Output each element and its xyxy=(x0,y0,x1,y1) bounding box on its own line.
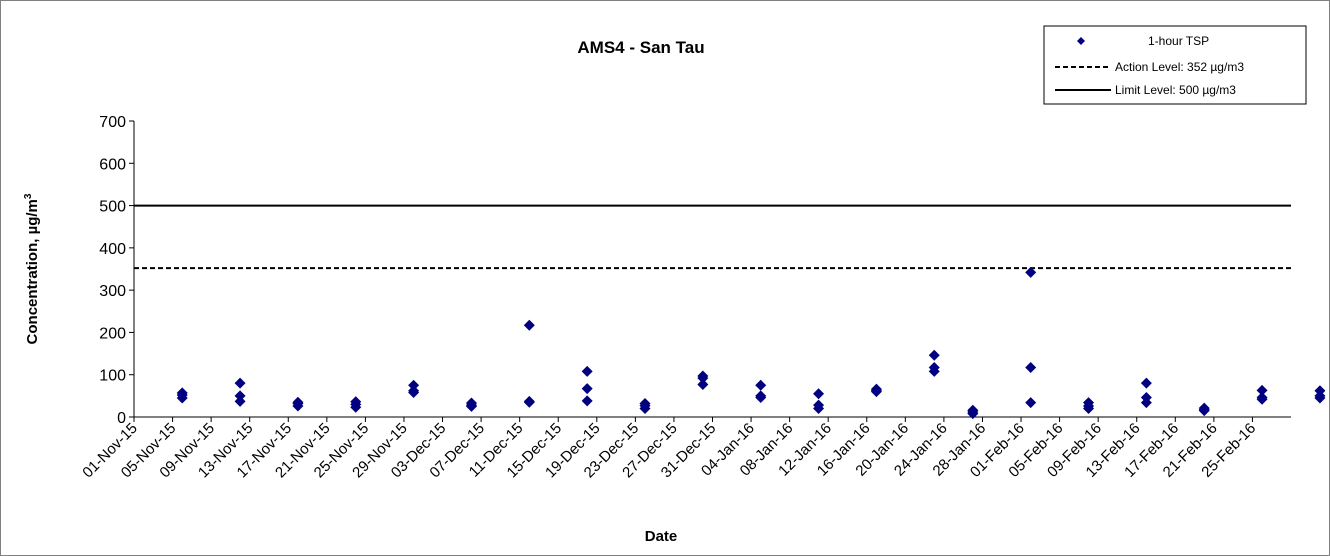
x-axis-title: Date xyxy=(645,528,678,545)
data-point-diamond xyxy=(697,378,709,390)
y-tick-label: 0 xyxy=(117,410,126,427)
data-point-diamond xyxy=(1025,266,1037,278)
data-point-diamond xyxy=(813,388,825,400)
data-point-diamond xyxy=(1025,397,1037,409)
data-point-diamond xyxy=(1083,403,1095,415)
data-point-diamond xyxy=(755,392,767,404)
legend-label-action: Action Level: 352 µg/m3 xyxy=(1115,60,1244,74)
data-point-diamond xyxy=(1314,392,1326,404)
data-point-diamond xyxy=(813,403,825,415)
y-tick-label: 300 xyxy=(99,283,126,300)
y-tick-label: 600 xyxy=(99,156,126,173)
data-point-diamond xyxy=(234,377,246,389)
y-axis-title-superscript: 3 xyxy=(23,193,34,199)
data-point-diamond xyxy=(465,400,477,412)
plot-area: 010020030040050060070001-Nov-1505-Nov-15… xyxy=(79,114,1326,481)
data-point-diamond xyxy=(234,395,246,407)
y-tick-label: 200 xyxy=(99,325,126,342)
legend-marker-diamond xyxy=(1077,37,1085,45)
data-point-diamond xyxy=(928,365,940,377)
data-point-diamond xyxy=(870,386,882,398)
chart-title: AMS4 - San Tau xyxy=(577,38,704,57)
data-point-diamond xyxy=(581,365,593,377)
data-point-diamond xyxy=(928,349,940,361)
data-point-diamond xyxy=(408,386,420,398)
data-point-diamond xyxy=(1256,384,1268,396)
y-tick-label: 100 xyxy=(99,368,126,385)
data-point-diamond xyxy=(697,372,709,384)
data-point-diamond xyxy=(176,392,188,404)
y-tick-label: 700 xyxy=(99,114,126,131)
data-point-diamond xyxy=(1140,377,1152,389)
data-point-diamond xyxy=(292,400,304,412)
data-point-diamond xyxy=(350,401,362,413)
data-point-diamond xyxy=(639,403,651,415)
data-point-diamond xyxy=(1140,397,1152,409)
y-axis-title: Concentration, µg/m3 xyxy=(23,193,41,344)
y-tick-label: 500 xyxy=(99,199,126,216)
legend-label-limit: Limit Level: 500 µg/m3 xyxy=(1115,83,1236,97)
data-point-diamond xyxy=(967,408,979,420)
data-point-diamond xyxy=(581,383,593,395)
y-axis-title-text: Concentration, µg/m xyxy=(24,199,41,344)
data-point-diamond xyxy=(523,319,535,331)
data-point-diamond xyxy=(581,395,593,407)
data-point-diamond xyxy=(1025,362,1037,374)
legend: 1-hour TSP Action Level: 352 µg/m3 Limit… xyxy=(1043,25,1307,105)
data-point-diamond xyxy=(1198,405,1210,417)
data-point-diamond xyxy=(1256,393,1268,405)
data-point-diamond xyxy=(755,379,767,391)
y-tick-label: 400 xyxy=(99,241,126,258)
legend-label-series: 1-hour TSP xyxy=(1148,34,1209,48)
data-point-diamond xyxy=(523,396,535,408)
